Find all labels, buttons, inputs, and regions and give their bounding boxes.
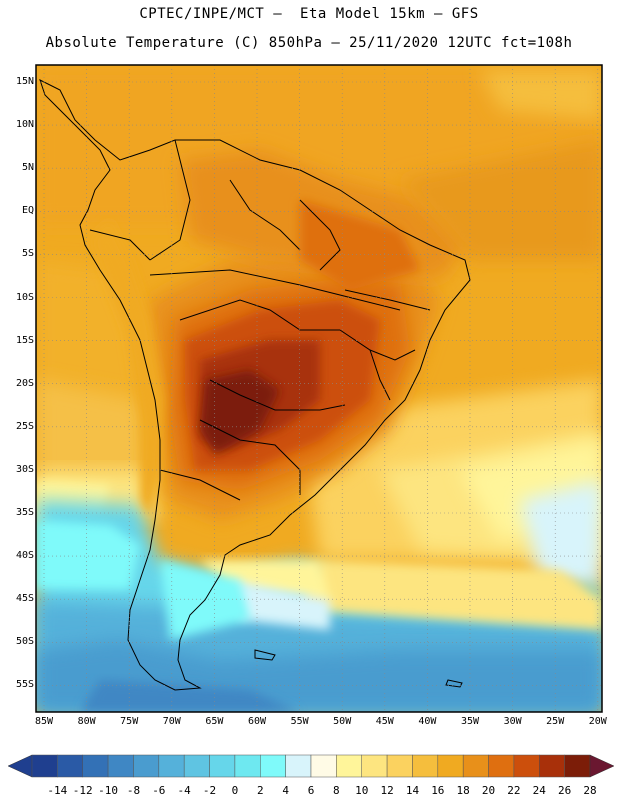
lat-label: 40S bbox=[15, 550, 34, 562]
lat-label: 55S bbox=[15, 679, 34, 691]
colorbar-tick-label: 20 bbox=[481, 784, 496, 797]
lon-label: 75W bbox=[120, 716, 139, 727]
colorbar-tick-label: 8 bbox=[333, 784, 340, 797]
colorbar-swatch bbox=[462, 754, 489, 778]
colorbar-swatch bbox=[310, 754, 337, 778]
colorbar bbox=[7, 754, 615, 778]
lon-label: 70W bbox=[162, 716, 181, 727]
colorbar-swatch bbox=[57, 754, 83, 778]
colorbar-swatch bbox=[513, 754, 540, 778]
colorbar-tick-label: 12 bbox=[380, 784, 394, 797]
lon-label: 80W bbox=[77, 716, 96, 727]
colorbar-tick-label: -2 bbox=[202, 784, 217, 797]
colorbar-tick-label: -8 bbox=[126, 784, 141, 797]
lon-label: 50W bbox=[333, 716, 352, 727]
lon-label: 45W bbox=[375, 716, 394, 727]
lon-label: 60W bbox=[247, 716, 267, 727]
colorbar-swatch bbox=[82, 754, 109, 778]
colorbar-swatch bbox=[564, 754, 591, 778]
map-frame bbox=[35, 64, 603, 713]
colorbar-swatch bbox=[336, 754, 362, 778]
colorbar-swatch bbox=[539, 754, 565, 778]
lat-label: 25S bbox=[15, 420, 34, 432]
colorbar-tick-label: 14 bbox=[405, 784, 420, 797]
colorbar-tick-label: 22 bbox=[507, 784, 521, 797]
colorbar-tick-label: -14 bbox=[47, 784, 68, 797]
lat-label: 5S bbox=[21, 248, 34, 260]
colorbar-swatch bbox=[260, 754, 286, 778]
colorbar-swatch bbox=[386, 754, 413, 778]
lon-label: 25W bbox=[546, 716, 565, 727]
lat-label: 10S bbox=[15, 291, 34, 303]
lat-label: 50S bbox=[15, 636, 34, 648]
lat-label: 20S bbox=[15, 377, 34, 389]
colorbar-tick-label: 4 bbox=[282, 784, 289, 797]
lon-label: 85W bbox=[34, 716, 54, 727]
colorbar-tick-label: 28 bbox=[583, 784, 597, 797]
colorbar-swatch bbox=[158, 754, 185, 778]
lat-label: 10N bbox=[15, 119, 34, 131]
colorbar-swatch bbox=[234, 754, 261, 778]
colorbar-tick-label: 6 bbox=[307, 784, 315, 797]
colorbar-tick-label: -12 bbox=[72, 784, 93, 797]
coastline-outline bbox=[39, 79, 471, 691]
chart-title-line2: Absolute Temperature (C) 850hPa – 25/11/… bbox=[45, 35, 573, 51]
colorbar-swatch bbox=[183, 754, 210, 778]
colorbar-tick-label: 0 bbox=[231, 784, 239, 797]
lat-label: EQ bbox=[21, 205, 34, 217]
lon-label: 20W bbox=[588, 716, 607, 727]
lat-label: 45S bbox=[15, 593, 34, 605]
colorbar-tick-label: 10 bbox=[355, 784, 369, 797]
colorbar-tick-label: 26 bbox=[558, 784, 572, 797]
lat-label: 15S bbox=[15, 334, 34, 346]
lat-label: 30S bbox=[15, 463, 34, 475]
colorbar-left-arrow bbox=[7, 754, 33, 778]
colorbar-swatch bbox=[412, 754, 439, 778]
lat-label: 5N bbox=[21, 162, 34, 174]
chart-title-line1: CPTEC/INPE/MCT – Eta Model 15km – GFS bbox=[139, 6, 479, 22]
colorbar-right-arrow bbox=[589, 754, 615, 778]
colorbar-tick-label: 2 bbox=[256, 784, 264, 797]
colorbar-tick-label: 24 bbox=[532, 784, 546, 797]
colorbar-swatch bbox=[361, 754, 388, 778]
colorbar-tick-label: -10 bbox=[98, 784, 119, 797]
lon-label: 35W bbox=[460, 716, 480, 727]
lon-label: 30W bbox=[503, 716, 522, 727]
colorbar-swatch bbox=[31, 754, 58, 778]
lat-label: 15N bbox=[15, 76, 34, 87]
colorbar-swatch bbox=[488, 754, 515, 778]
lat-label: 35S bbox=[15, 507, 34, 518]
colorbar-swatch bbox=[107, 754, 134, 778]
temperature-field bbox=[36, 65, 602, 712]
lon-label: 65W bbox=[205, 716, 224, 727]
colorbar-swatch bbox=[209, 754, 236, 778]
lon-label: 40W bbox=[418, 716, 437, 727]
colorbar-tick-label: -6 bbox=[152, 784, 166, 797]
colorbar-tick-label: 18 bbox=[456, 784, 470, 797]
colorbar-tick-label: -4 bbox=[177, 784, 191, 797]
colorbar-swatch bbox=[437, 754, 464, 778]
colorbar-swatch bbox=[285, 754, 312, 778]
colorbar-tick-label: 16 bbox=[431, 784, 445, 797]
lon-label: 55W bbox=[290, 716, 309, 727]
colorbar-swatch bbox=[133, 754, 160, 778]
